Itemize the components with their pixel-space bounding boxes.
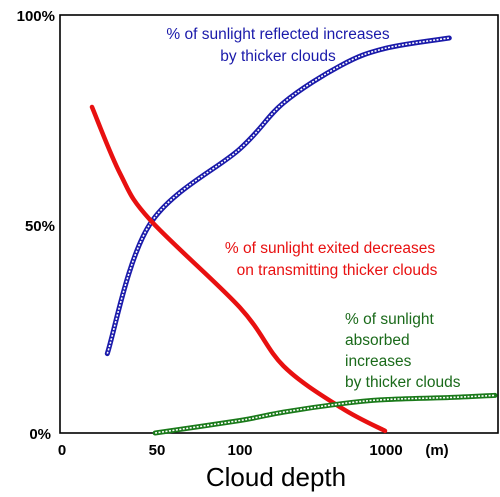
absorbed-annotation-line-2: absorbed: [345, 332, 410, 349]
reflected-annotation-line-2: by thicker clouds: [220, 48, 336, 65]
plot-area: [59, 14, 499, 434]
series-line-absorbed-inner: [154, 394, 496, 434]
x-axis-label: Cloud depth: [206, 462, 346, 492]
y-tick-label-100: 100%: [17, 8, 55, 25]
absorbed-annotation-line-1: % of sunlight: [345, 311, 434, 328]
series-line-reflected: [104, 35, 452, 357]
exited-annotation-line-2: on transmitting thicker clouds: [237, 262, 438, 279]
reflected-annotation-line-1: % of sunlight reflected increases: [166, 26, 389, 43]
exited-annotation-line-1: % of sunlight exited decreases: [225, 240, 435, 257]
y-tick-label-0: 0%: [29, 426, 51, 443]
x-tick-label-1000: 1000: [369, 442, 402, 459]
series-layer: [89, 35, 498, 436]
x-tick-label-0: 0: [58, 442, 66, 459]
series-line-reflected-inner: [106, 37, 450, 354]
x-unit-label: (m): [425, 442, 448, 459]
series-line-exited: [89, 104, 388, 434]
absorbed-annotation-line-3: increases: [345, 353, 412, 370]
absorbed-annotation-line-4: by thicker clouds: [345, 374, 461, 391]
x-tick-label-50: 50: [149, 442, 166, 459]
x-tick-label-100: 100: [227, 442, 252, 459]
y-tick-label-50: 50%: [25, 218, 55, 235]
series-line-absorbed: [152, 392, 498, 436]
